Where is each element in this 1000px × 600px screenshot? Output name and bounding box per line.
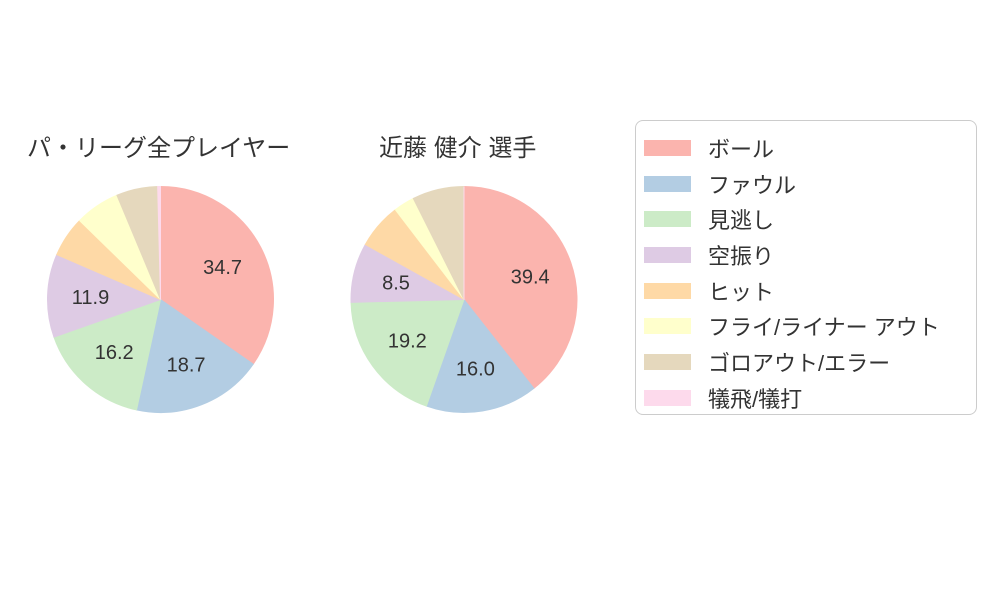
svg-text:18.7: 18.7	[167, 355, 206, 377]
svg-text:16.2: 16.2	[95, 342, 134, 364]
svg-text:39.4: 39.4	[511, 267, 550, 289]
svg-text:34.7: 34.7	[203, 257, 242, 279]
svg-text:19.2: 19.2	[388, 331, 427, 353]
svg-text:8.5: 8.5	[382, 273, 410, 295]
svg-text:11.9: 11.9	[72, 287, 109, 309]
svg-text:16.0: 16.0	[456, 359, 495, 381]
